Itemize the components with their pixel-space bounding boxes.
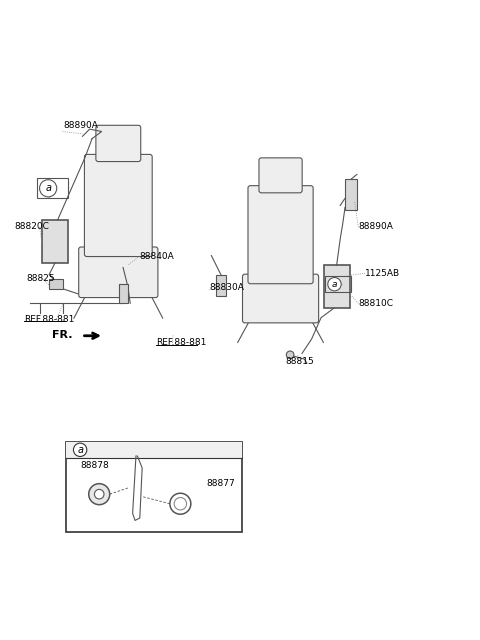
Bar (324, 265, 350, 308)
Text: 88825: 88825 (26, 273, 55, 282)
Circle shape (95, 490, 104, 499)
Circle shape (73, 443, 87, 456)
Bar (216, 275, 226, 296)
Text: 88820C: 88820C (15, 223, 49, 232)
Text: 88830A: 88830A (209, 283, 244, 292)
FancyBboxPatch shape (242, 274, 319, 323)
Circle shape (174, 497, 187, 510)
Text: 88890A: 88890A (63, 121, 98, 130)
Text: FR.: FR. (51, 330, 72, 340)
Circle shape (89, 484, 110, 505)
Text: REF.88-881: REF.88-881 (156, 339, 207, 348)
Text: 88877: 88877 (206, 479, 235, 488)
Text: 88890A: 88890A (359, 223, 393, 232)
Text: 88815: 88815 (285, 358, 314, 367)
Bar (37, 179, 68, 198)
Bar (49, 280, 63, 289)
Bar (66, 442, 242, 532)
Bar (119, 284, 128, 303)
Circle shape (328, 278, 341, 291)
Bar (345, 179, 357, 210)
Circle shape (170, 493, 191, 514)
FancyBboxPatch shape (248, 186, 313, 284)
Text: a: a (45, 183, 51, 193)
Bar (325, 276, 351, 292)
Circle shape (286, 351, 294, 358)
Circle shape (39, 180, 57, 197)
Text: 88840A: 88840A (140, 252, 175, 260)
Bar (66, 442, 242, 458)
Text: 88878: 88878 (80, 461, 109, 470)
Text: 1125AB: 1125AB (365, 269, 400, 278)
FancyBboxPatch shape (96, 125, 141, 161)
Bar (42, 220, 68, 263)
Text: a: a (77, 445, 83, 455)
FancyBboxPatch shape (79, 247, 158, 298)
Text: 88810C: 88810C (359, 299, 393, 308)
Text: a: a (332, 280, 337, 289)
Text: REF.88-881: REF.88-881 (24, 314, 75, 324)
FancyBboxPatch shape (84, 154, 152, 257)
FancyBboxPatch shape (259, 158, 302, 193)
